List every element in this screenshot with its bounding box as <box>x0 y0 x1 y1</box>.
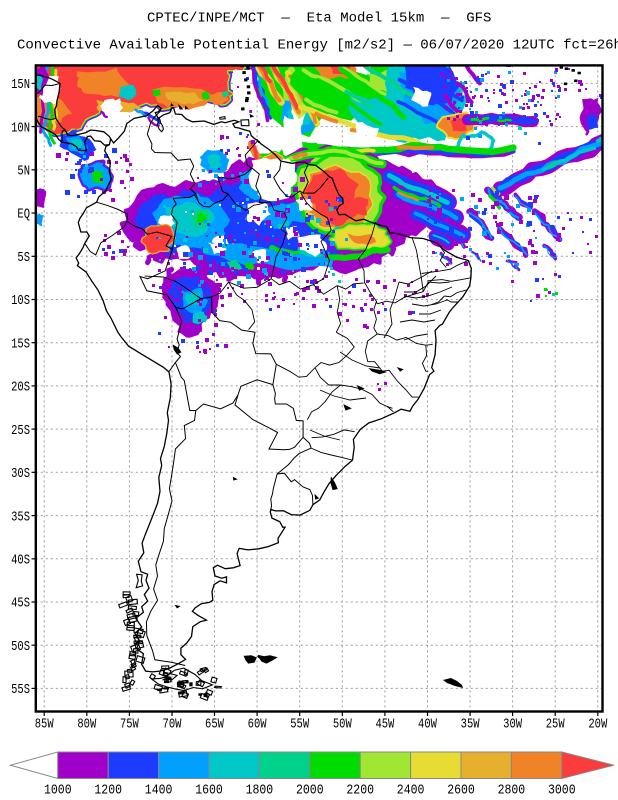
svg-text:80W: 80W <box>77 717 96 733</box>
svg-text:85W: 85W <box>35 717 54 733</box>
svg-text:1400: 1400 <box>145 783 173 799</box>
svg-text:1800: 1800 <box>246 783 274 799</box>
svg-text:2400: 2400 <box>397 783 425 799</box>
svg-text:45W: 45W <box>375 717 394 733</box>
svg-text:30S: 30S <box>11 466 30 482</box>
svg-text:2800: 2800 <box>498 783 526 799</box>
svg-text:15N: 15N <box>11 77 30 93</box>
svg-text:5S: 5S <box>17 250 30 266</box>
svg-text:55S: 55S <box>11 682 30 698</box>
svg-text:10N: 10N <box>11 120 30 136</box>
svg-text:EQ: EQ <box>17 207 30 223</box>
svg-text:40W: 40W <box>418 717 437 733</box>
svg-text:2000: 2000 <box>296 783 324 799</box>
svg-text:70W: 70W <box>163 717 182 733</box>
svg-text:65W: 65W <box>205 717 224 733</box>
svg-text:50S: 50S <box>11 639 30 655</box>
svg-text:20W: 20W <box>588 717 607 733</box>
svg-text:25W: 25W <box>546 717 565 733</box>
svg-text:45S: 45S <box>11 596 30 612</box>
svg-text:35W: 35W <box>461 717 480 733</box>
svg-text:CPTEC/INPE/MCT — Eta Model 1: CPTEC/INPE/MCT — Eta Model 15km — GFS <box>147 11 491 27</box>
svg-text:30W: 30W <box>503 717 522 733</box>
svg-text:15S: 15S <box>11 336 30 352</box>
svg-text:60W: 60W <box>248 717 267 733</box>
svg-text:35S: 35S <box>11 509 30 525</box>
svg-text:20S: 20S <box>11 380 30 396</box>
svg-text:5N: 5N <box>17 164 30 180</box>
svg-text:2600: 2600 <box>447 783 475 799</box>
svg-text:Convective Available Potential: Convective Available Potential Energy [m… <box>17 38 618 54</box>
svg-text:1000: 1000 <box>44 783 72 799</box>
svg-text:3000: 3000 <box>548 783 576 799</box>
svg-text:2200: 2200 <box>346 783 374 799</box>
svg-text:55W: 55W <box>290 717 309 733</box>
svg-text:1200: 1200 <box>94 783 122 799</box>
svg-text:25S: 25S <box>11 423 30 439</box>
svg-text:1600: 1600 <box>195 783 223 799</box>
svg-text:40S: 40S <box>11 553 30 569</box>
svg-text:50W: 50W <box>333 717 352 733</box>
svg-text:75W: 75W <box>120 717 139 733</box>
svg-text:10S: 10S <box>11 293 30 309</box>
